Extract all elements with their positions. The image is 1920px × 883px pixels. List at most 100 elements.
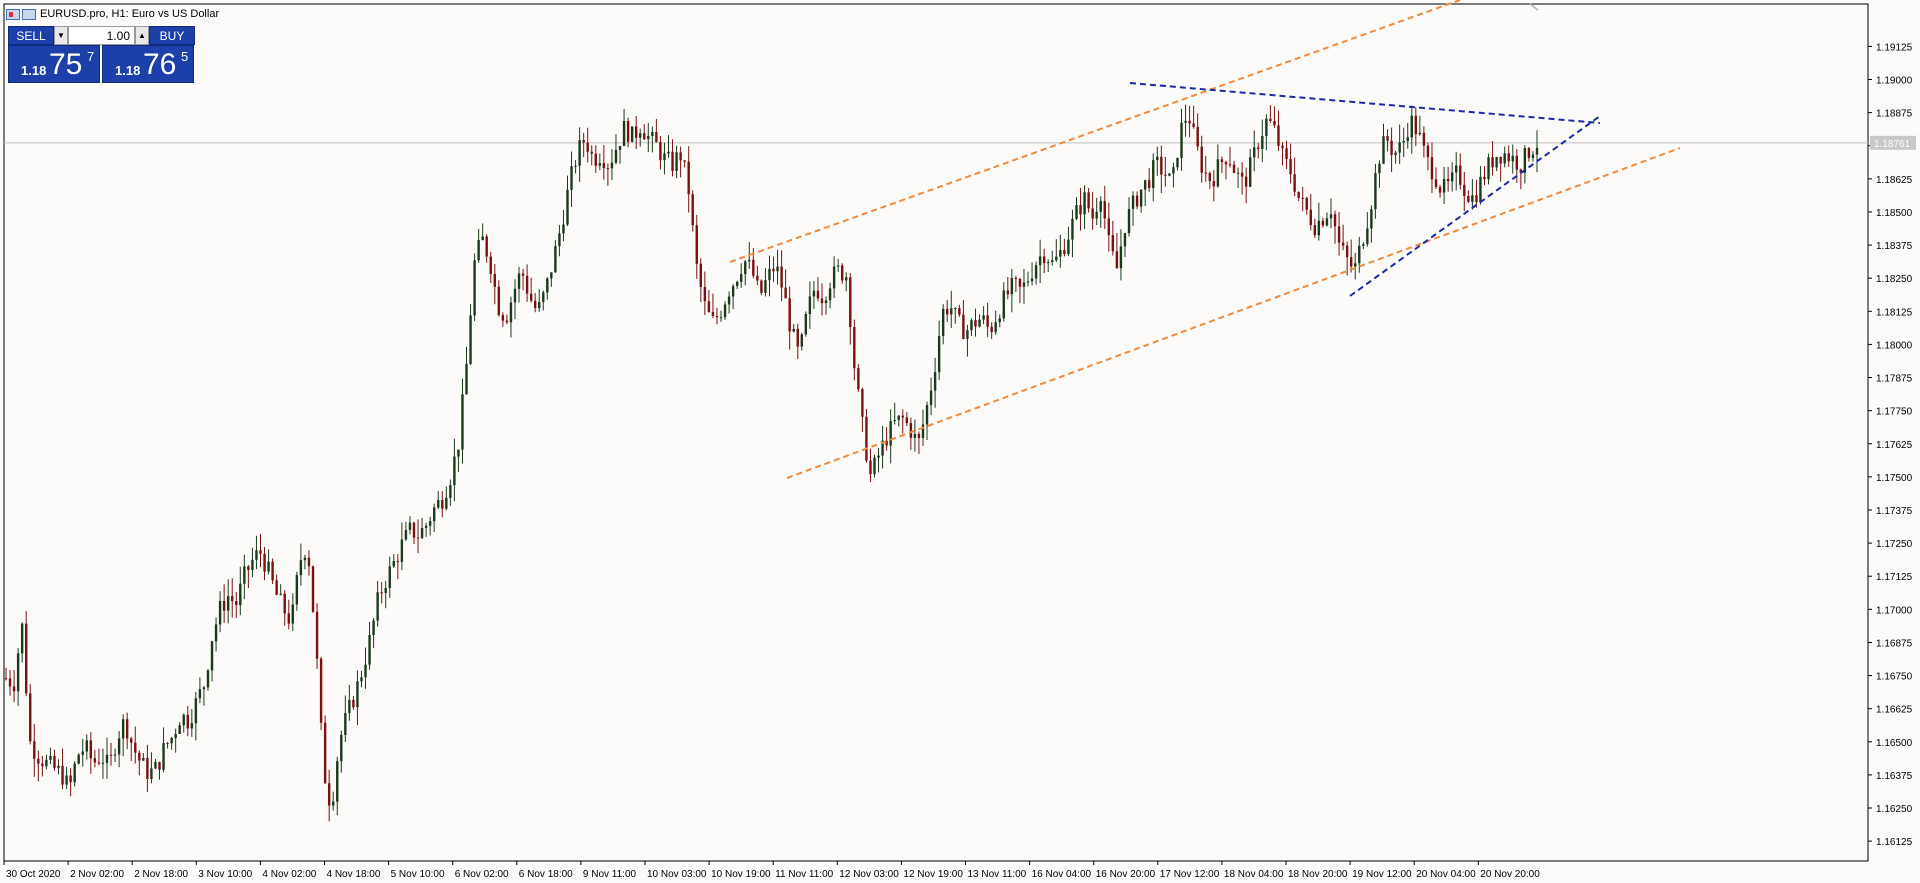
volume-increase-button[interactable]: ▲	[135, 26, 149, 45]
buy-button[interactable]: BUY	[149, 26, 195, 45]
candle-body	[1495, 157, 1498, 168]
candle-body	[570, 166, 573, 190]
candle-body	[970, 320, 973, 331]
volume-decrease-button[interactable]: ▼	[54, 26, 68, 45]
candle-body	[1240, 172, 1244, 177]
candle-body	[538, 302, 541, 309]
candle-body	[1164, 174, 1167, 176]
candle-body	[1143, 180, 1147, 190]
channel-lower-line[interactable]	[786, 147, 1681, 479]
candle-body	[1430, 157, 1434, 180]
candle-body	[392, 561, 395, 567]
candle-body	[525, 275, 529, 294]
candle-body	[1345, 245, 1349, 258]
candle-body	[1398, 142, 1401, 153]
y-tick-label: 1.18625	[1876, 175, 1913, 186]
candle-body	[546, 278, 549, 293]
y-tick-label: 1.17875	[1876, 374, 1913, 385]
candle-body	[574, 165, 577, 167]
candle-body	[1265, 118, 1268, 136]
candle-body	[946, 308, 949, 315]
candle-body	[1139, 189, 1143, 207]
candle-body	[368, 635, 371, 665]
candle-body	[1511, 155, 1514, 162]
candle-body	[295, 575, 299, 605]
candle-body	[1277, 125, 1280, 146]
candle-body	[81, 751, 84, 755]
candle-body	[93, 758, 97, 763]
buy-price-prefix: 1.18	[115, 63, 141, 78]
candle-body	[998, 318, 1001, 323]
candle-body	[125, 719, 129, 739]
candle-body	[473, 260, 476, 316]
triangle-lower-line[interactable]	[1349, 115, 1601, 297]
candle-body	[497, 286, 501, 316]
candle-body	[445, 497, 448, 509]
candle-body	[542, 292, 545, 303]
candle-body	[978, 319, 981, 327]
candle-body	[550, 272, 553, 279]
candle-body	[909, 423, 913, 438]
sell-price-button[interactable]: 1.18 75 7	[8, 45, 100, 83]
candle-body	[441, 500, 444, 509]
candle-body	[1422, 132, 1426, 146]
candle-body	[16, 653, 20, 692]
candle-body	[388, 566, 391, 588]
candle-body	[352, 699, 355, 708]
candle-body	[671, 151, 674, 171]
candle-body	[85, 740, 88, 752]
candle-body	[869, 460, 872, 475]
candle-body	[962, 314, 965, 339]
candle-body	[1386, 136, 1389, 141]
candle-body	[1018, 278, 1022, 287]
candle-body	[622, 120, 626, 147]
candle-body	[291, 604, 295, 624]
y-tick-label: 1.17500	[1876, 473, 1913, 484]
candle-body	[1487, 157, 1490, 180]
x-tick-label: 30 Oct 2020	[6, 869, 61, 880]
candle-body	[1261, 135, 1264, 149]
candle-body	[630, 126, 634, 142]
candle-body	[1188, 120, 1191, 124]
candle-body	[1491, 157, 1494, 168]
candle-body	[1519, 169, 1523, 173]
y-tick-label: 1.17375	[1876, 506, 1913, 517]
candle-body	[356, 681, 359, 708]
candle-body	[1503, 153, 1506, 164]
candle-body	[1204, 172, 1207, 174]
candle-body	[990, 326, 993, 333]
plot-area[interactable]	[3, 3, 1869, 862]
y-tick-label: 1.17750	[1876, 407, 1913, 418]
candle-body	[1499, 157, 1502, 164]
candle-body	[162, 743, 165, 770]
candle-body	[1079, 205, 1082, 215]
triangle-upper-line[interactable]	[1129, 82, 1601, 124]
candle-body	[73, 763, 76, 783]
candle-body	[1475, 195, 1478, 203]
candle-body	[190, 723, 194, 729]
candle-body	[1366, 228, 1369, 245]
candle-body	[275, 580, 278, 595]
candle-body	[101, 762, 105, 764]
candle-body	[1479, 176, 1482, 203]
candle-body	[1301, 197, 1304, 199]
candle-body	[707, 301, 711, 312]
candle-body	[836, 265, 840, 267]
candle-body	[424, 525, 428, 528]
candle-body	[917, 433, 921, 439]
candle-body	[1354, 263, 1357, 267]
candle-body	[832, 266, 836, 289]
candle-body	[521, 273, 525, 276]
volume-input[interactable]	[68, 26, 135, 45]
candle-body	[134, 742, 137, 753]
candle-body	[513, 288, 517, 303]
candle-body	[958, 307, 961, 315]
candle-body	[1333, 214, 1337, 227]
candle-body	[1196, 127, 1199, 147]
chart-title-bar: EURUSD.pro, H1: Euro vs US Dollar	[6, 6, 219, 22]
candle-body	[493, 273, 496, 287]
sell-button[interactable]: SELL	[8, 26, 54, 45]
buy-price-button[interactable]: 1.18 76 5	[102, 45, 194, 83]
